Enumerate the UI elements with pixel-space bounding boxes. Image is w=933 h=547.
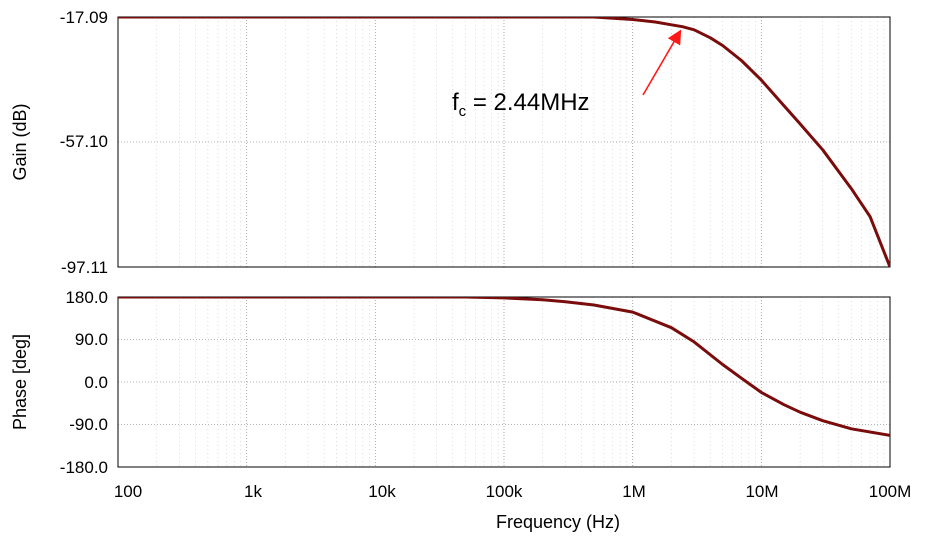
phase-y-tick-180: 180.0 (65, 288, 108, 307)
cutoff-label: fc = 2.44MHz (452, 89, 590, 120)
cutoff-label-sub: c (459, 103, 467, 120)
cutoff-label-value: = 2.44MHz (466, 89, 589, 116)
gain-panel: -17.09 -57.10 -97.11 Gain (dB) fc = 2.44… (10, 8, 891, 277)
phase-y-tick-0: 0.0 (84, 373, 108, 392)
cutoff-arrow (642, 29, 682, 96)
x-ticks: 100 1k 10k 100k 1M 10M 100M (114, 482, 911, 501)
gain-y-ticks: -17.09 -57.10 -97.11 (60, 8, 108, 277)
phase-grid (117, 296, 890, 468)
cutoff-annotation: fc = 2.44MHz (452, 29, 682, 120)
gain-grid (117, 16, 890, 268)
x-tick-1k: 1k (244, 482, 262, 501)
phase-series-line (118, 297, 890, 437)
x-tick-100M: 100M (869, 482, 912, 501)
phase-panel: 180.0 90.0 0.0 -90.0 -180.0 Phase [deg] (10, 288, 891, 477)
gain-plot-frame (117, 16, 891, 268)
gain-y-tick-top: -17.09 (60, 8, 108, 27)
phase-y-tick-90: 90.0 (75, 330, 108, 349)
x-tick-100: 100 (114, 482, 142, 501)
x-tick-10k: 10k (368, 482, 396, 501)
x-tick-100k: 100k (486, 482, 523, 501)
gain-series-line (118, 17, 890, 267)
gain-y-axis-title: Gain (dB) (10, 103, 30, 180)
x-tick-1M: 1M (622, 482, 646, 501)
cutoff-label-f: f (452, 89, 459, 116)
phase-y-tick-neg90: -90.0 (69, 415, 108, 434)
phase-y-axis-title: Phase [deg] (10, 334, 30, 430)
x-tick-10M: 10M (745, 482, 778, 501)
phase-y-ticks: 180.0 90.0 0.0 -90.0 -180.0 (60, 288, 108, 477)
phase-y-tick-neg180: -180.0 (60, 458, 108, 477)
gain-y-tick-mid: -57.10 (60, 132, 108, 151)
gain-y-tick-bottom: -97.11 (61, 258, 108, 277)
x-axis-title: Frequency (Hz) (496, 512, 620, 532)
